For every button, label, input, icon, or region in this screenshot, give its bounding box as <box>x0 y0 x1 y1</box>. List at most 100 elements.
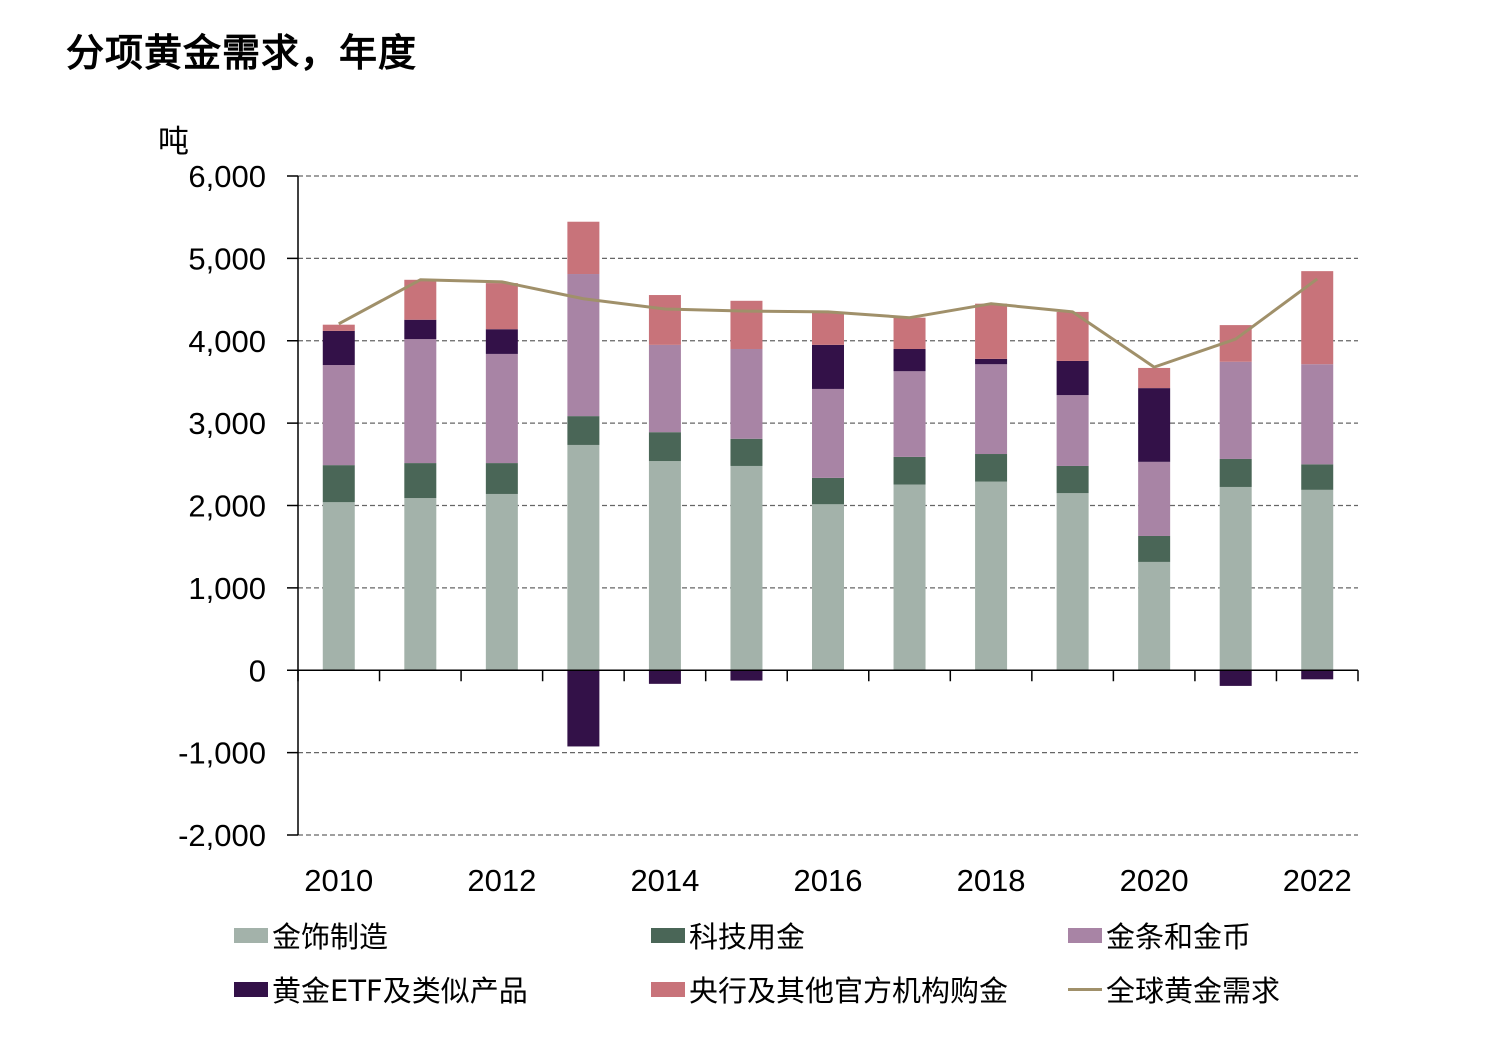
chart-title: 分项黄金需求，年度 <box>66 31 418 75</box>
y-tick-label: 1,000 <box>188 571 266 606</box>
bar-segment <box>648 432 681 462</box>
bar-segment <box>1301 364 1334 465</box>
bar-segment <box>648 670 681 684</box>
y-tick-labels: 6,000 5,000 4,000 3,000 2,000 1,000 0 -1,000 -2,… <box>178 159 266 853</box>
bar-segment <box>1219 486 1252 671</box>
bar-segment <box>1138 535 1171 562</box>
bar-segment <box>404 498 437 671</box>
bar-segment <box>1056 395 1089 466</box>
bar-segment <box>975 358 1008 365</box>
bar-segment <box>1056 360 1089 396</box>
bar-series <box>322 221 1334 747</box>
bar-segment <box>1219 458 1252 487</box>
legend-swatch <box>234 981 268 997</box>
bar-segment <box>648 295 681 345</box>
bar-segment <box>322 330 355 366</box>
bar-segment <box>975 303 1008 359</box>
bar-segment <box>322 465 355 503</box>
bar-segment <box>322 365 355 466</box>
legend-item-bars-coins: 金条和金币 <box>1068 914 1251 956</box>
bar-segment <box>812 388 844 478</box>
bar-segment <box>485 283 518 330</box>
bar-segment <box>1138 388 1171 462</box>
bar-segment <box>1056 465 1089 494</box>
bar-segment <box>1138 461 1171 536</box>
bar-segment <box>730 465 763 671</box>
bar-segment <box>1301 271 1334 365</box>
bar-segment <box>730 438 763 466</box>
bar-segment <box>893 456 926 485</box>
y-tick-label: 0 <box>249 653 266 688</box>
bar-segment <box>404 339 437 464</box>
legend-label: 金条和金币 <box>1106 920 1252 954</box>
y-tick-label: 6,000 <box>188 159 266 194</box>
y-tick-label: 5,000 <box>188 241 266 276</box>
bar-segment <box>485 329 518 354</box>
bar-segment <box>1219 670 1252 686</box>
legend-item-total-demand: 全球黄金需求 <box>1068 968 1280 1010</box>
bar-segment <box>567 444 600 671</box>
x-tick-label: 2014 <box>630 863 699 898</box>
y-axis-unit-label: 吨 <box>158 124 189 160</box>
bar-segment <box>648 344 681 433</box>
bar-segment <box>322 502 355 671</box>
x-tick-label: 2018 <box>957 863 1026 898</box>
bar-segment <box>975 454 1008 482</box>
bar-segment <box>893 317 926 349</box>
legend-swatch <box>651 927 685 943</box>
y-tick-label: 4,000 <box>188 324 266 359</box>
bar-segment <box>567 416 600 445</box>
bar-segment <box>812 311 844 345</box>
bar-segment <box>485 493 518 671</box>
x-tick-label: 2010 <box>304 863 373 898</box>
legend-label: 央行及其他官方机构购金 <box>689 974 1009 1008</box>
legend-swatch <box>651 981 685 997</box>
bar-segment <box>1301 489 1334 671</box>
bar-segment <box>1138 367 1171 389</box>
bar-segment <box>812 477 844 505</box>
legend-label: 金饰制造 <box>272 920 389 954</box>
bar-segment <box>1301 464 1334 490</box>
bar-segment <box>1219 361 1252 459</box>
legend-item-etf: 黄金ETF及类似产品 <box>234 968 528 1010</box>
x-tick-label: 2020 <box>1120 863 1189 898</box>
total-demand-line <box>338 277 1319 369</box>
bar-segment <box>404 319 437 340</box>
y-tick-label: 2,000 <box>188 489 266 524</box>
legend-item-technology: 科技用金 <box>651 914 805 956</box>
legend-label: 科技用金 <box>689 920 806 954</box>
bar-segment <box>648 461 681 671</box>
bar-segment <box>730 670 763 681</box>
bar-segment <box>1301 670 1334 680</box>
legend-swatch <box>1068 927 1102 943</box>
x-tick-labels: 2010 2012 2014 2016 2018 2020 2022 <box>304 863 1351 898</box>
y-tick-label: -1,000 <box>178 736 266 771</box>
bar-segment <box>893 348 926 372</box>
bar-segment <box>975 364 1008 455</box>
bar-segment <box>730 300 763 349</box>
bar-segment <box>1056 493 1089 671</box>
bar-segment <box>485 463 518 494</box>
axes <box>287 175 1359 836</box>
bar-segment <box>485 353 518 464</box>
y-tick-label: -2,000 <box>178 818 266 853</box>
bar-segment <box>322 324 355 331</box>
legend-line-swatch <box>1068 987 1102 991</box>
legend-item-central-banks: 央行及其他官方机构购金 <box>651 968 1008 1010</box>
bar-segment <box>567 670 600 747</box>
legend-label: 全球黄金需求 <box>1106 974 1281 1008</box>
bar-segment <box>567 221 600 275</box>
bar-segment <box>1138 561 1171 671</box>
x-tick-label: 2012 <box>467 863 536 898</box>
y-tick-label: 3,000 <box>188 406 266 441</box>
bar-segment <box>812 504 844 671</box>
legend-item-jewelry: 金饰制造 <box>234 914 388 956</box>
bar-segment <box>975 481 1008 671</box>
bar-segment <box>404 463 437 499</box>
x-tick-label: 2022 <box>1283 863 1352 898</box>
bar-segment <box>730 348 763 439</box>
legend-swatch <box>234 927 268 943</box>
x-tick-label: 2016 <box>794 863 863 898</box>
